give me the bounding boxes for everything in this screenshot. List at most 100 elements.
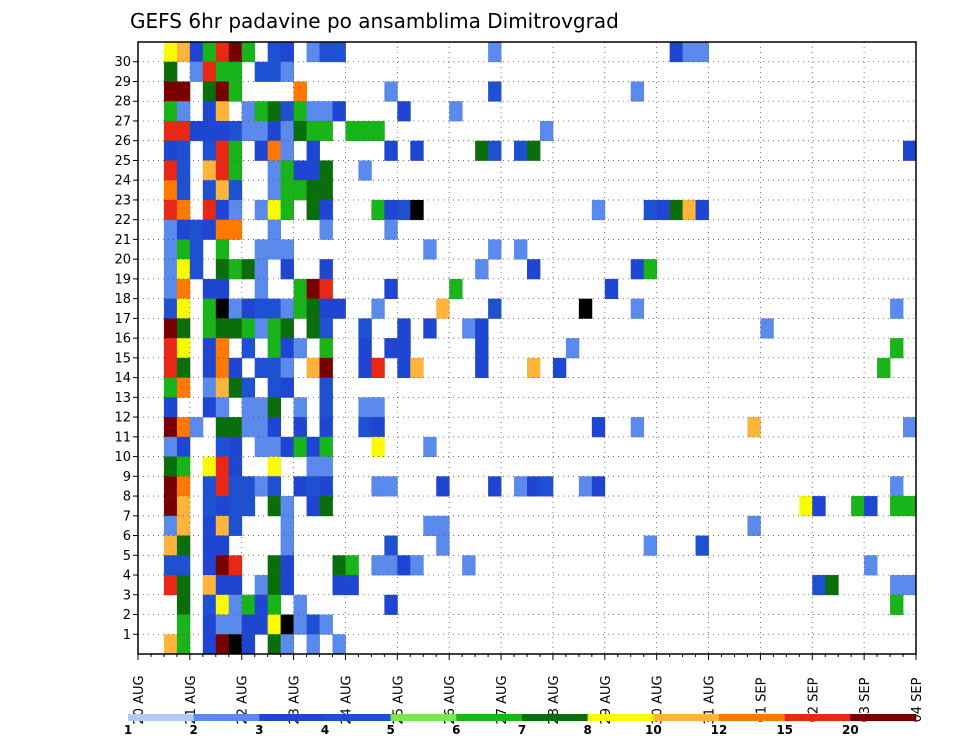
heatmap-cell [254, 575, 269, 596]
heatmap-cell [267, 120, 282, 142]
heatmap-cell [241, 397, 256, 418]
heatmap-cell [475, 338, 489, 359]
heatmap-cell [890, 575, 904, 596]
heatmap-cell [176, 417, 191, 438]
x-axis: 20 AUG 21 AUG 22 AUG 23 AUG 24 AUG 25 AUG 26 A… [132, 654, 925, 725]
colorbar-label: 20 [842, 723, 859, 737]
heatmap-cell [293, 120, 307, 142]
heatmap-cell [293, 397, 307, 418]
colorbar-label: 3 [255, 723, 263, 737]
heatmap-cell [319, 476, 333, 497]
heatmap-cell [228, 259, 243, 280]
heatmap-cell [449, 101, 463, 122]
heatmap-cell [215, 101, 230, 122]
colorbar-swatch [719, 714, 785, 721]
heatmap-cell [306, 634, 320, 655]
colorbar-label: 8 [583, 723, 591, 737]
heatmap-cell [228, 180, 243, 201]
heatmap-cell [462, 318, 476, 339]
heatmap-cell [254, 476, 269, 497]
heatmap-cell [890, 496, 904, 517]
heatmap-cell [215, 417, 230, 438]
heatmap-cell [267, 239, 282, 260]
heatmap-cell [241, 476, 256, 497]
heatmap-cell [176, 555, 191, 576]
heatmap-cell [163, 42, 178, 63]
heatmap-cell [163, 496, 178, 517]
heatmap-cell [163, 436, 178, 457]
heatmap-cell [163, 239, 178, 260]
colorbar-swatch [259, 714, 326, 721]
heatmap-cell [163, 81, 178, 102]
heatmap-cell [267, 614, 282, 635]
heatmap-cell [319, 219, 333, 240]
heatmap-cell [293, 594, 307, 615]
heatmap-cell [215, 555, 230, 576]
colorbar: 1 2 3 4 5 6 7 8 10 12 15 20 [124, 714, 917, 737]
x-tick-label: 03 SEP [858, 677, 873, 722]
heatmap-cell [202, 634, 217, 655]
heatmap-cell [215, 140, 230, 161]
x-tick-label: 24 AUG [339, 675, 354, 724]
heatmap-cell [267, 377, 282, 398]
heatmap-cell [202, 120, 217, 142]
heatmap-cell [565, 338, 580, 359]
heatmap-cell [293, 614, 307, 635]
heatmap-cell [306, 140, 320, 161]
heatmap-cell [669, 42, 683, 63]
heatmap-cell [358, 160, 372, 181]
heatmap-cell [306, 456, 320, 477]
heatmap-cell [267, 357, 282, 379]
heatmap-cell [371, 476, 385, 497]
heatmap-cell [176, 614, 191, 635]
heatmap-cell [267, 575, 282, 596]
heatmap-cell [384, 476, 398, 497]
heatmap-cell [215, 120, 230, 142]
heatmap-cell [241, 120, 256, 142]
heatmap-cell [280, 575, 294, 596]
heatmap-cell [176, 436, 191, 457]
heatmap-cell [410, 199, 424, 221]
y-tick-label: 3 [123, 588, 131, 603]
heatmap-cell [267, 496, 282, 517]
y-tick-label: 8 [123, 490, 131, 505]
heatmap-cell [228, 160, 243, 181]
heatmap-cell [436, 515, 450, 536]
heatmap-cell [514, 476, 528, 497]
heatmap-cell [163, 417, 178, 438]
colorbar-swatch [522, 714, 588, 721]
heatmap-cell [163, 140, 178, 161]
colorbar-swatch [850, 714, 917, 721]
heatmap-cell [241, 417, 256, 438]
heatmap-cell [228, 219, 243, 240]
heatmap-cell [241, 101, 256, 122]
heatmap-cell [254, 199, 269, 221]
x-tick-label: 28 AUG [547, 675, 562, 724]
heatmap-cell [890, 338, 904, 359]
heatmap-cell [358, 357, 372, 379]
heatmap-cell [514, 140, 528, 161]
colorbar-swatch [128, 714, 194, 721]
heatmap-cell [695, 199, 709, 221]
y-tick-label: 2 [123, 608, 131, 623]
heatmap-cell [228, 199, 243, 221]
heatmap-cell [488, 298, 502, 319]
y-tick-label: 30 [114, 55, 131, 70]
heatmap-cell [319, 417, 333, 438]
heatmap-cell [228, 417, 243, 438]
heatmap-cell [747, 515, 761, 536]
heatmap-cell [436, 535, 450, 556]
heatmap-cell [176, 338, 191, 359]
heatmap-cell [890, 476, 904, 497]
heatmap-cell [163, 575, 178, 596]
heatmap-cell [397, 357, 411, 379]
heatmap-cell [384, 594, 398, 615]
y-tick-label: 22 [114, 213, 131, 228]
heatmap-cell [293, 476, 307, 497]
heatmap-cell [280, 436, 294, 457]
heatmap-cell [267, 140, 282, 161]
heatmap-cell [254, 594, 269, 615]
heatmap-cell [176, 160, 191, 181]
heatmap-cell [371, 555, 385, 576]
heatmap-cell [254, 259, 269, 280]
